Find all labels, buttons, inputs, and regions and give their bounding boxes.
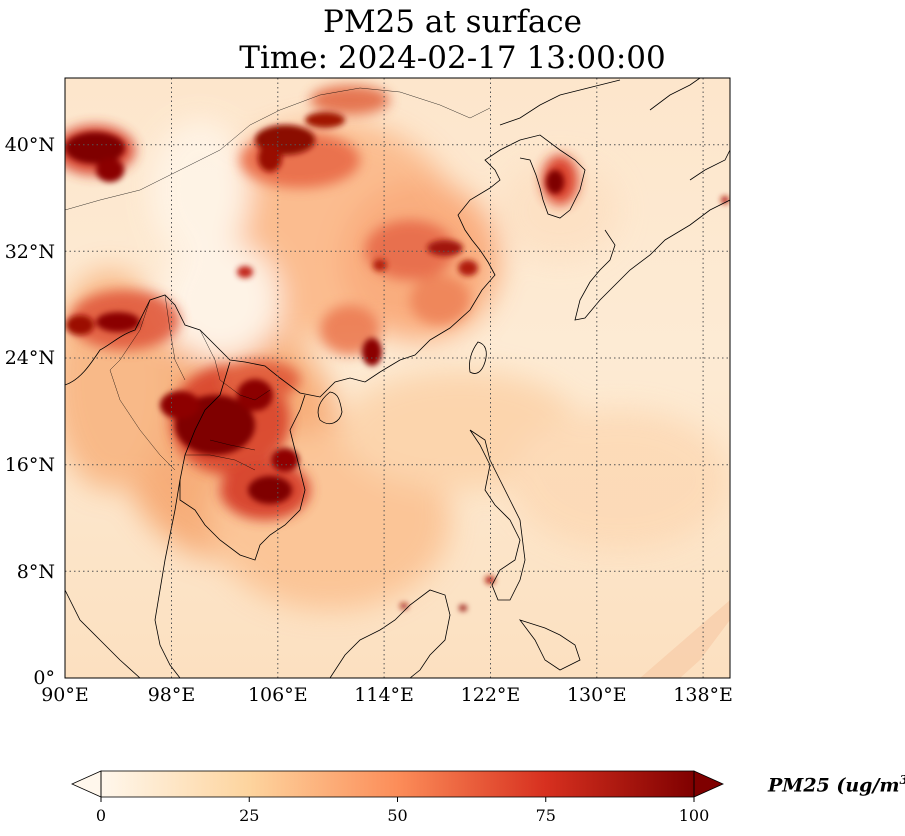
colorbar-extend-min [71, 770, 102, 798]
pm25-field [65, 78, 730, 678]
lat-tick-label: 16°N [5, 454, 55, 476]
pm25-hotspots [65, 112, 729, 611]
lat-tick-label: 24°N [5, 347, 55, 369]
coastlines [65, 78, 730, 678]
lon-tick-label: 106°E [248, 684, 308, 706]
lon-tick-label: 122°E [461, 684, 521, 706]
lon-tick-label: 98°E [148, 684, 196, 706]
lat-tick-label: 40°N [5, 134, 55, 156]
colorbar: 0 25 50 75 100 [71, 770, 724, 825]
lat-tick-labels: 0° 8°N 16°N 24°N 32°N 40°N [5, 134, 55, 689]
colorbar-label: PM25 (ug/m3) [768, 773, 905, 797]
lat-tick-label: 0° [33, 667, 55, 689]
colorbar-tick-label: 75 [536, 806, 556, 825]
chart-title-line2: Time: 2024-02-17 13:00:00 [239, 40, 666, 76]
lat-tick-label: 32°N [5, 241, 55, 263]
lon-tick-label: 130°E [567, 684, 627, 706]
colorbar-tick-label: 50 [387, 806, 407, 825]
map-frame [64, 77, 731, 679]
colorbar-tick-label: 0 [96, 806, 106, 825]
colorbar-gradient [101, 771, 694, 797]
gridlines [65, 78, 730, 678]
colorbar-extend-max [693, 770, 724, 798]
borders [65, 87, 491, 471]
lon-tick-label: 90°E [41, 684, 89, 706]
chart-title-line1: PM25 at surface [322, 4, 583, 40]
lon-tick-labels: 90°E 98°E 106°E 114°E 122°E 130°E 138°E [41, 684, 733, 706]
colorbar-tick-label: 25 [239, 806, 259, 825]
colorbar-tick-label: 100 [679, 806, 710, 825]
lon-tick-label: 114°E [354, 684, 414, 706]
lat-tick-label: 8°N [17, 561, 55, 583]
lon-tick-label: 138°E [673, 684, 733, 706]
